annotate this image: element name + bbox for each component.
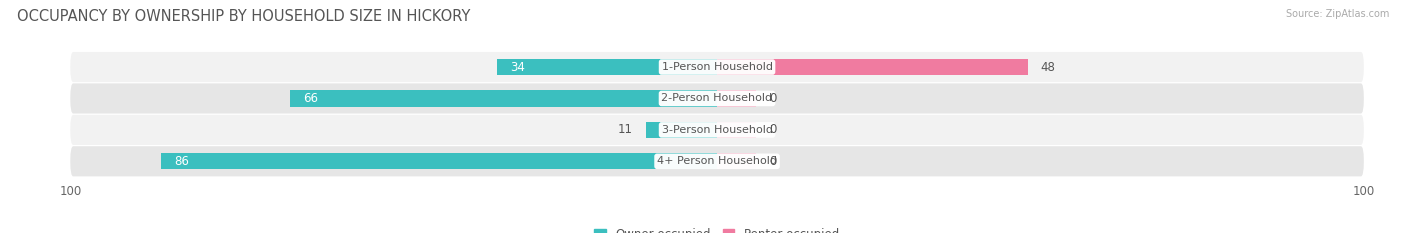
Text: OCCUPANCY BY OWNERSHIP BY HOUSEHOLD SIZE IN HICKORY: OCCUPANCY BY OWNERSHIP BY HOUSEHOLD SIZE… xyxy=(17,9,470,24)
Text: 86: 86 xyxy=(174,155,188,168)
Bar xyxy=(290,90,717,107)
Text: 66: 66 xyxy=(304,92,318,105)
Bar xyxy=(717,90,756,107)
Bar xyxy=(645,122,717,138)
Bar xyxy=(498,59,717,75)
Text: 34: 34 xyxy=(510,61,524,74)
Bar xyxy=(717,59,1028,75)
Text: 0: 0 xyxy=(769,92,776,105)
Text: 48: 48 xyxy=(1040,61,1056,74)
Bar xyxy=(717,122,756,138)
FancyBboxPatch shape xyxy=(70,83,1364,113)
Text: 3-Person Household: 3-Person Household xyxy=(662,125,772,135)
Bar xyxy=(160,153,717,169)
Text: Source: ZipAtlas.com: Source: ZipAtlas.com xyxy=(1285,9,1389,19)
FancyBboxPatch shape xyxy=(70,52,1364,82)
Text: 2-Person Household: 2-Person Household xyxy=(661,93,773,103)
FancyBboxPatch shape xyxy=(70,146,1364,176)
Legend: Owner-occupied, Renter-occupied: Owner-occupied, Renter-occupied xyxy=(589,224,845,233)
Text: 1-Person Household: 1-Person Household xyxy=(662,62,772,72)
Text: 0: 0 xyxy=(769,155,776,168)
Text: 11: 11 xyxy=(619,123,633,136)
Bar xyxy=(717,153,756,169)
Text: 4+ Person Household: 4+ Person Household xyxy=(657,156,778,166)
FancyBboxPatch shape xyxy=(70,115,1364,145)
Text: 0: 0 xyxy=(769,123,776,136)
